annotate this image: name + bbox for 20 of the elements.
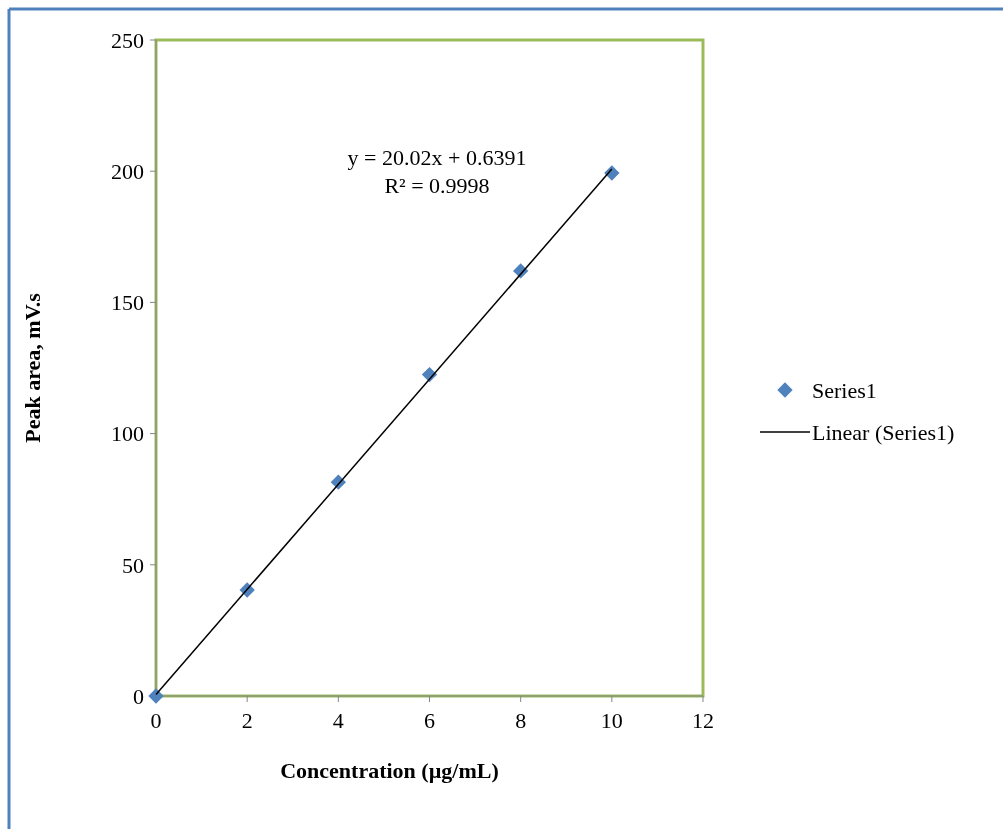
x-tick-label: 2 [241, 708, 253, 733]
x-tick-label: 12 [692, 708, 714, 733]
x-tick-label: 6 [424, 708, 435, 733]
y-tick-label: 100 [111, 421, 144, 447]
x-tick-label: 10 [600, 708, 623, 733]
y-tick-label: 150 [111, 290, 144, 316]
legend-label: Linear (Series1) [812, 419, 955, 445]
point [148, 688, 164, 704]
y-axis-title: Peak area, mV.s [20, 292, 45, 443]
y-tick-label: 50 [122, 552, 144, 578]
y-tick-label: 0 [133, 683, 144, 709]
y-tick-label: 200 [111, 158, 144, 184]
x-tick-label: 8 [515, 708, 527, 733]
x-tick-label: 4 [332, 708, 344, 733]
annotation: R² = 0.9998 [384, 173, 490, 198]
x-axis-title: Concentration (µg/mL) [280, 758, 499, 783]
x-tick-label: 0 [150, 708, 162, 733]
annotation: y = 20.02x + 0.6391 [347, 145, 527, 170]
y-tick-label: 250 [111, 27, 144, 53]
legend-label: Series1 [812, 377, 877, 403]
